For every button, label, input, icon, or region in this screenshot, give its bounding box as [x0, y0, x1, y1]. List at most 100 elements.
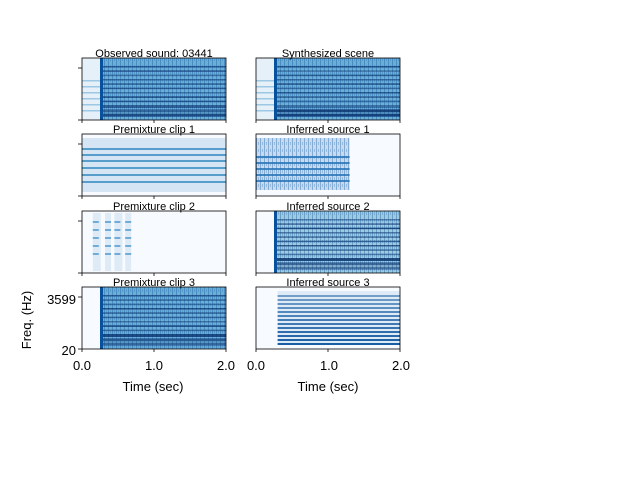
spectrogram-panel: Inferred source 2 — [255, 201, 401, 276]
burst-band — [114, 245, 121, 247]
axes-annotations: 0.0 1.0 2.0 Time (sec) 0.0 1.0 2.0 Time … — [19, 291, 410, 394]
harmonic-band — [256, 156, 350, 158]
spectrogram-panel: Observed sound: 03441 — [78, 48, 227, 123]
burst-band — [125, 253, 132, 255]
harmonic-band — [274, 236, 400, 238]
spectrogram-image — [256, 211, 400, 273]
panel-title: Premixture clip 1 — [113, 124, 195, 136]
harmonic-band — [277, 343, 400, 345]
burst-band — [92, 237, 99, 239]
burst-band — [105, 253, 112, 255]
harmonic-band — [100, 295, 226, 297]
burst-band — [125, 229, 132, 231]
harmonic-band — [274, 100, 400, 103]
spectral-band — [82, 98, 100, 100]
harmonic-band — [100, 299, 226, 301]
harmonic-band — [82, 148, 226, 150]
spectrogram-grid: Observed sound: 03441 Synthesized scene Pr… — [78, 48, 401, 352]
burst-band — [105, 245, 112, 247]
harmonic-band — [277, 339, 400, 341]
y-axis-label: Freq. (Hz) — [19, 291, 34, 350]
burst-band — [114, 229, 121, 231]
harmonic-band — [100, 334, 226, 337]
x-tick-label: 2.0 — [217, 358, 235, 373]
spectrogram-image — [82, 134, 226, 196]
x-tick-label: 0.0 — [73, 358, 91, 373]
harmonic-band — [100, 342, 226, 346]
harmonic-band — [100, 83, 226, 85]
spectrogram-panel: Premixture clip 1 — [78, 124, 227, 199]
burst-band — [125, 221, 132, 223]
spectrogram-image — [256, 58, 400, 120]
spectral-band — [256, 110, 274, 112]
harmonic-band — [256, 162, 350, 164]
x-tick-label: 1.0 — [145, 358, 163, 373]
harmonic-band — [274, 240, 400, 243]
burst-band — [105, 229, 112, 231]
y-tick-label: 20 — [62, 343, 76, 358]
spectral-band — [256, 86, 274, 88]
panel-title: Inferred source 3 — [286, 277, 369, 289]
spectrogram-background — [82, 211, 226, 273]
spectrogram-image — [256, 287, 400, 349]
energy-region — [82, 138, 226, 192]
spectral-band — [256, 80, 274, 82]
harmonic-band — [277, 327, 400, 329]
harmonic-band — [277, 319, 400, 321]
burst — [125, 213, 132, 271]
harmonic-band — [277, 331, 400, 333]
y-tick-label: 3599 — [47, 292, 76, 307]
harmonic-band — [82, 167, 226, 169]
harmonic-band — [274, 83, 400, 85]
harmonic-band — [100, 74, 226, 77]
harmonic-band — [100, 96, 226, 98]
burst-band — [105, 237, 112, 239]
onset-edge — [274, 58, 277, 120]
burst — [92, 213, 101, 271]
panel-title: Premixture clip 3 — [113, 277, 195, 289]
harmonic-band — [274, 92, 400, 94]
harmonic-band — [82, 154, 226, 156]
harmonic-band — [100, 66, 226, 68]
harmonic-band — [100, 325, 226, 327]
harmonic-band — [274, 232, 400, 234]
harmonic-band — [274, 219, 400, 221]
onset-edge — [274, 211, 277, 273]
burst — [114, 213, 123, 271]
burst-band — [92, 221, 99, 223]
x-axis-label: Time (sec) — [123, 379, 184, 394]
harmonic-band — [100, 100, 226, 103]
harmonic-band — [100, 316, 226, 319]
harmonic-band — [274, 79, 400, 81]
spectrogram-image — [82, 287, 226, 349]
burst-band — [114, 221, 121, 223]
panel-title: Inferred source 2 — [286, 201, 369, 213]
burst — [105, 213, 112, 271]
spectral-band — [82, 110, 100, 112]
burst-band — [92, 229, 99, 231]
harmonic-band — [274, 66, 400, 68]
harmonic-band — [82, 181, 226, 183]
panel-title: Observed sound: 03441 — [95, 48, 212, 60]
x-tick-label: 0.0 — [247, 358, 265, 373]
harmonic-band — [274, 223, 400, 225]
spectral-band — [82, 86, 100, 88]
harmonic-band — [100, 105, 226, 108]
harmonic-band — [100, 92, 226, 94]
harmonic-band — [277, 335, 400, 337]
harmonic-band — [274, 227, 400, 230]
harmonic-band — [274, 70, 400, 72]
burst-band — [92, 245, 99, 247]
harmonic-band — [100, 109, 226, 113]
x-tick-label: 1.0 — [320, 358, 338, 373]
spectral-band — [82, 104, 100, 106]
harmonic-band — [277, 307, 400, 309]
harmonic-band — [274, 266, 400, 270]
harmonic-band — [274, 109, 400, 113]
harmonic-band — [277, 303, 400, 305]
harmonic-band — [256, 180, 350, 182]
spectral-band — [256, 98, 274, 100]
onset-edge — [100, 58, 103, 120]
harmonic-band — [274, 253, 400, 256]
